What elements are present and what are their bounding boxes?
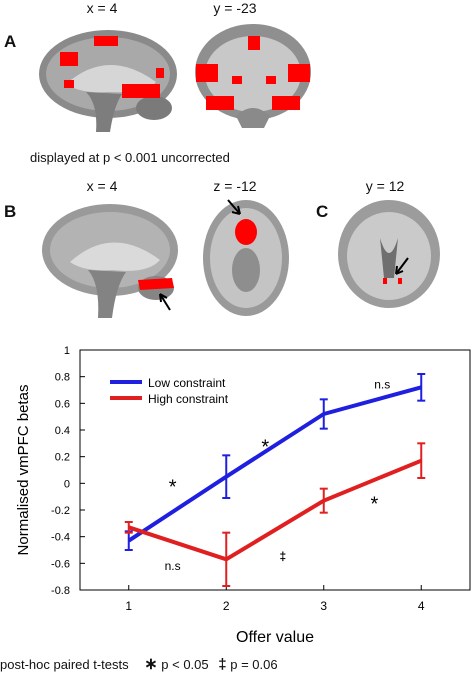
activation-blob (64, 80, 74, 88)
significance-annotation: * (169, 476, 177, 498)
arrow-icon (395, 257, 409, 275)
panel-c-coronal-coord: y = 12 (365, 178, 405, 194)
x-axis-ticks: 1 2 3 4 (125, 585, 425, 613)
footnote-prefix: post-hoc paired t-tests (0, 657, 129, 672)
legend-label-high: High constraint (148, 392, 229, 406)
error-bar (124, 521, 133, 534)
error-bar (222, 454, 231, 499)
activation-blob (266, 76, 276, 84)
error-bar (417, 442, 426, 479)
activation-blob (60, 52, 78, 66)
arrow-icon (227, 199, 241, 215)
panel-a-sagittal-brain (39, 30, 177, 132)
significance-annotation: n.s (165, 559, 181, 573)
significance-annotation: ‡ (279, 550, 286, 564)
error-bar (222, 531, 231, 587)
y-axis-label: Normalised vmPFC betas (15, 385, 32, 556)
panel-b-axial-coord: z = -12 (213, 178, 257, 194)
panel-b-axial-brain (203, 199, 289, 316)
y-tick-label: 0.4 (55, 425, 70, 437)
y-tick-label: -0.4 (51, 532, 70, 544)
arrow-icon (159, 293, 171, 311)
threshold-note: displayed at p < 0.001 uncorrected (30, 150, 230, 165)
activation-blob (206, 96, 234, 110)
y-tick-label: 0.2 (55, 452, 70, 464)
panel-a-sagittal-coord: x = 4 (86, 0, 118, 16)
activation-blob (288, 64, 310, 82)
activation-blob (383, 278, 387, 284)
significance-annotation: n.s (374, 378, 390, 392)
panel-c-coronal-brain (338, 200, 440, 308)
y-tick-label: 0.8 (55, 372, 70, 384)
legend: Low constraint High constraint (110, 376, 229, 406)
star-meaning: p < 0.05 (161, 657, 209, 672)
activation-blob (248, 36, 260, 50)
panel-b-sagittal-brain (42, 204, 178, 318)
vmpfc-line-chart: -0.8 -0.6 -0.4 -0.2 0 0.2 0.4 0.6 0.8 1 1 2 3 4 * * n.… (15, 345, 471, 646)
star-symbol: ∗ (144, 656, 158, 673)
x-tick-label: 3 (320, 599, 327, 613)
panel-b-sagittal-coord: x = 4 (86, 178, 118, 194)
panel-a-coronal-brain (195, 24, 311, 128)
panel-b-label: B (4, 202, 17, 221)
y-tick-label: -0.8 (51, 585, 70, 597)
y-axis-ticks: -0.8 -0.6 -0.4 -0.2 0 0.2 0.4 0.6 0.8 1 (51, 345, 85, 597)
panel-c-label: C (316, 202, 329, 221)
plot-frame (79, 349, 471, 591)
activation-blob (138, 278, 174, 290)
activation-blob (272, 96, 300, 110)
x-axis-label: Offer value (236, 629, 314, 646)
activation-blob (94, 36, 118, 46)
panel-a-coronal-coord: y = -23 (213, 0, 257, 16)
y-tick-label: -0.6 (51, 558, 70, 570)
activation-blob (196, 64, 218, 82)
y-tick-label: 0 (64, 478, 70, 490)
panel-a-label: A (4, 32, 17, 51)
x-tick-label: 4 (418, 599, 425, 613)
error-bar (417, 373, 426, 402)
series-layer (124, 373, 426, 587)
y-tick-label: 0.6 (55, 398, 70, 410)
annotations-layer: * * n.s n.s ‡ * (165, 378, 391, 573)
series-line-1 (128, 458, 423, 562)
stat-footnote: post-hoc paired t-tests ∗ p < 0.05 ‡ p =… (0, 654, 278, 674)
dagger-symbol: ‡ (218, 656, 227, 673)
y-tick-label: -0.2 (51, 505, 70, 517)
legend-label-low: Low constraint (148, 376, 226, 390)
activation-blob (398, 278, 402, 284)
activation-blob (156, 68, 164, 78)
activation-blob (122, 84, 160, 98)
dagger-meaning: p = 0.06 (230, 657, 278, 672)
activation-blob (235, 219, 257, 245)
significance-annotation: * (261, 436, 269, 458)
error-bar (319, 487, 328, 514)
y-tick-label: 1 (64, 345, 70, 357)
error-bar (319, 398, 328, 430)
x-tick-label: 1 (125, 599, 132, 613)
significance-annotation: * (371, 494, 379, 516)
series-line-0 (127, 385, 422, 543)
activation-blob (232, 76, 242, 84)
x-tick-label: 2 (223, 599, 230, 613)
